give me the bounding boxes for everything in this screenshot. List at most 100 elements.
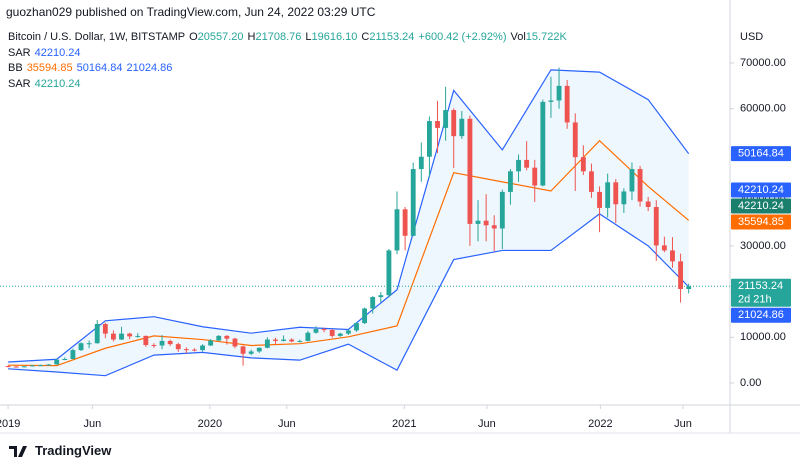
x-tick-label: Jun [478, 418, 496, 430]
indicator-value: 42210.24 [34, 46, 81, 59]
candle-body [670, 250, 675, 262]
candle-body [240, 346, 246, 354]
publish-header: guozhan029 published on TradingView.com,… [6, 5, 376, 19]
candle-body [467, 118, 473, 224]
indicator-name: SAR [8, 46, 31, 59]
x-tick-label: 2020 [198, 418, 222, 430]
indicator-name: SAR [8, 77, 31, 90]
candle-body [556, 85, 562, 101]
candle-body [183, 349, 189, 351]
y-tick-label: 70000.00 [740, 57, 786, 69]
ohlc-value: 21708.76 [255, 31, 302, 43]
candle-body [321, 329, 327, 331]
y-tick-label: 60000.00 [740, 103, 786, 115]
candle-body [175, 344, 181, 350]
candle-body [459, 118, 465, 137]
candle-body [248, 351, 254, 354]
candle-body [435, 121, 440, 128]
candle-body [548, 100, 554, 102]
candle-body [232, 338, 238, 347]
indicator-value: 21024.86 [126, 62, 173, 74]
candle-body [256, 347, 262, 352]
candle-body [151, 345, 157, 347]
indicator-value: 50164.84 [76, 62, 123, 74]
candle-body [499, 191, 505, 229]
ohlc-value: 21153.24 [369, 31, 415, 43]
candle-body [475, 220, 481, 224]
candle-body [613, 182, 619, 205]
ohlc-key: L [305, 31, 312, 43]
volume-value: 15.722K [525, 31, 567, 43]
footer: TradingView [8, 443, 111, 458]
candle-body [410, 169, 416, 236]
candle-body [678, 261, 684, 290]
candle-body [629, 169, 635, 192]
x-tick-label: 2021 [392, 418, 416, 430]
price-badge [731, 214, 791, 230]
ohlc-value: 19616.10 [311, 31, 358, 43]
candle-body [264, 339, 270, 348]
candle-body [200, 345, 205, 351]
x-tick-label: 2022 [588, 418, 612, 430]
indicator-value: 35594.85 [26, 62, 73, 74]
candle-body [491, 225, 497, 229]
x-tick-label: Jun [278, 418, 296, 430]
candle-body [354, 323, 359, 331]
ohlc-key: C [361, 31, 370, 43]
candle-body [394, 209, 400, 251]
candle-body [524, 159, 530, 168]
band-upper [8, 69, 690, 363]
ohlc-value: 20557.20 [197, 31, 244, 43]
candle-body [110, 333, 116, 340]
candle-body [94, 324, 100, 344]
candle-body [483, 220, 489, 226]
candle-body [402, 209, 408, 236]
candle-body [516, 159, 521, 172]
candle-body [621, 191, 627, 205]
candle-body [192, 349, 197, 351]
legend-row: SAR 42210.24 [8, 46, 575, 62]
candle-body [70, 350, 76, 359]
candle-body [54, 359, 60, 365]
ohlc-item: L19616.10 [305, 31, 357, 43]
ohlc-key: O [189, 31, 198, 43]
candle-body [540, 101, 546, 186]
candle-body [580, 157, 586, 172]
logo [9, 445, 27, 457]
currency-label: USD [740, 31, 763, 43]
price-badge [731, 278, 791, 307]
legend-row: BB 35594.85 50164.84 21024.86 [8, 61, 575, 77]
candle-body [46, 364, 52, 366]
candle-body [62, 358, 68, 360]
ohlc-key: H [247, 31, 256, 43]
price-badge [731, 307, 791, 323]
candle-body [597, 191, 602, 208]
candle-body [102, 324, 108, 334]
candle-body [337, 333, 343, 336]
candle-body [29, 365, 35, 367]
price-badge-label: 21153.24 [738, 280, 783, 292]
candle-body [208, 340, 214, 346]
y-tick-label: 30000.00 [740, 240, 786, 252]
change: +600.42 (+2.92%) [418, 31, 507, 43]
candle-body [21, 366, 27, 368]
candle-body [653, 206, 659, 246]
band-lower [8, 213, 690, 377]
candle-body [661, 245, 667, 251]
candle-body [281, 339, 287, 341]
candle-body [370, 297, 376, 309]
legend-row: SAR 42210.24 [8, 77, 575, 93]
candle-body [78, 343, 84, 351]
candle-body [5, 366, 11, 368]
candle-body [313, 329, 319, 333]
candle-body [289, 339, 295, 342]
symbol-title: Bitcoin / U.S. Dollar, 1W, BITSTAMP [8, 31, 186, 43]
price-badge-label: 50164.84 [738, 148, 784, 160]
y-tick-label: 10000.00 [740, 331, 786, 343]
candle-body [605, 182, 611, 208]
indicator-value: 42210.24 [34, 77, 81, 90]
candle-body [329, 329, 335, 336]
candle-body [216, 335, 222, 341]
candle-body [532, 167, 538, 186]
candle-body [589, 171, 594, 192]
